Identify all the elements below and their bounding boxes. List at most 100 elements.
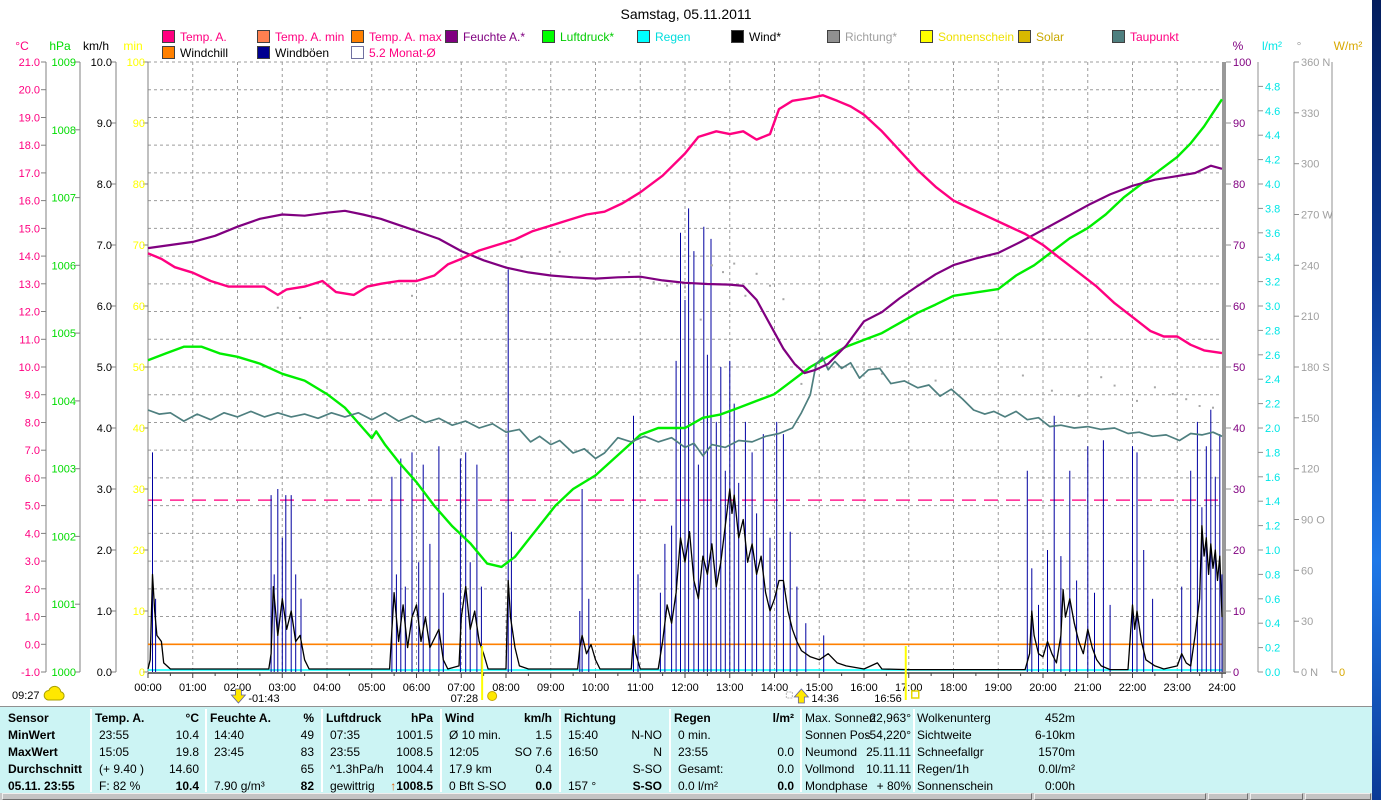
x-tick-label: 00:00 [134, 682, 162, 694]
tick-label-wind: 6.0 [97, 301, 112, 313]
series-richtung [276, 244, 1214, 409]
axis-header-hpa: hPa [49, 39, 71, 53]
x-tick-label: 16:00 [850, 682, 878, 694]
tick-label-temp: 20.0 [19, 85, 40, 97]
tick-label-wind: 0.0 [97, 667, 112, 679]
tick-label-percent: 90 [1233, 118, 1245, 130]
tick-label-minutes: 100 [127, 57, 145, 69]
x-tick-label: 03:00 [268, 682, 296, 694]
tick-label-rain: 0.6 [1265, 594, 1280, 606]
stat-label-temp: (+ 9.40 ) [99, 762, 145, 776]
tick-label-rain: 4.6 [1265, 106, 1280, 118]
legend: Temp. A. Temp. A. min Temp. A. max Feuchte … [0, 0, 1372, 62]
info-value-astro: 10.11.11 [866, 762, 911, 776]
col-unit-richtung [564, 711, 662, 726]
info-value-astro: -54,220° [865, 728, 912, 742]
taupunkt-swatch-icon [1112, 30, 1125, 43]
legend-item-luftdruck: Luftdruck* [542, 29, 615, 44]
page-title: Samstag, 05.11.2011 [620, 6, 752, 22]
plot-right-border [1222, 62, 1226, 672]
tick-label-temp: 13.0 [19, 279, 40, 291]
tick-label-temp: 18.0 [19, 140, 40, 152]
tick-label-dir: 30 [1301, 616, 1313, 628]
tick-label-rain: 3.4 [1265, 252, 1280, 264]
x-tick-label: 18:00 [940, 682, 968, 694]
x-tick-label: 20:00 [1029, 682, 1057, 694]
up-trend-arrow-icon: ↑ [390, 779, 397, 793]
col-title-regen: Regen [674, 711, 711, 725]
tick-label-hpa: 1008 [52, 125, 76, 137]
temp-a-min-swatch-icon [257, 30, 270, 43]
info-label-atmo: Regen/1h [917, 762, 970, 776]
legend-label: Regen [655, 29, 691, 44]
tick-label-temp: 3.0 [25, 556, 40, 568]
col-title-temp: Temp. A. [95, 711, 145, 725]
moon-up-arrow-icon [793, 688, 810, 704]
series-taupunkt [147, 356, 1223, 460]
stat-label-wind: 17.9 km [449, 762, 492, 776]
tick-label-hpa: 1007 [52, 193, 76, 205]
tick-label-temp: 12.0 [19, 307, 40, 319]
tick-label-rain: 4.0 [1265, 179, 1280, 191]
axis-header-rain: l/m² [1262, 39, 1282, 53]
tick-label-wind: 7.0 [97, 240, 112, 252]
legend-label: Luftdruck* [560, 29, 615, 44]
sunset-square-icon [911, 690, 920, 699]
tick-label-temp: 10.0 [19, 362, 40, 374]
stat-value-temp: 10.4 [175, 728, 199, 742]
tick-label-hpa: 1005 [52, 328, 76, 340]
col-unit-feuchte: % [303, 711, 314, 725]
tick-label-minutes: 20 [133, 545, 145, 557]
axis-header-temp: °C [15, 39, 29, 53]
row-header: MinWert [8, 728, 56, 742]
stat-value-luftdruck: 1001.5 [396, 728, 433, 742]
stat-label-richtung: 16:50 [568, 745, 599, 759]
tick-label-dir: 270 W [1301, 210, 1333, 222]
col-title-richtung: Richtung [564, 711, 616, 725]
tick-label-wind: 9.0 [97, 118, 112, 130]
series-feuchte [147, 164, 1223, 375]
tick-label-rain: 1.2 [1265, 521, 1280, 533]
column-separator [205, 709, 207, 792]
tick-label-rain: 3.8 [1265, 203, 1280, 215]
tick-label-temp: 9.0 [25, 390, 40, 402]
wind-swatch-icon [731, 30, 744, 43]
legend-item-windboen: Windböen [257, 46, 329, 60]
tick-label-dir: 240 [1301, 260, 1319, 272]
tick-label-wind: 4.0 [97, 423, 112, 435]
stat-label-feuchte: 7.90 g/m³ [214, 779, 265, 793]
stat-label-wind: 12:05 [449, 745, 480, 759]
tick-label-temp: 16.0 [19, 196, 40, 208]
tick-label-rain: 0.2 [1265, 643, 1280, 655]
tick-label-rain: 1.8 [1265, 447, 1280, 459]
stat-label-regen: 0.0 l/m² [678, 779, 719, 793]
legend-item-monat: 5.2 Monat-Ø [351, 46, 436, 60]
info-label-astro: Max. Sonnen [805, 711, 876, 725]
status-bar-segment [2, 793, 1032, 800]
tick-label-percent: 20 [1233, 545, 1245, 557]
legend-label: Temp. A. max [369, 29, 442, 44]
stat-label-luftdruck: 07:35 [330, 728, 361, 742]
tick-label-hpa: 1000 [52, 667, 76, 679]
info-value-astro: 25.11.11 [866, 745, 911, 759]
col-title-feuchte: Feuchte A. [210, 711, 271, 725]
tick-label-wind: 2.0 [97, 545, 112, 557]
stat-value-feuchte: 83 [300, 745, 314, 759]
legend-label: Wind* [749, 29, 782, 44]
stats-table: Sensor MinWert MaxWert Durchschnitt 05.11. 2… [0, 706, 1372, 794]
info-value-atmo: 6-10km [1034, 728, 1075, 742]
col-unit-luftdruck: hPa [410, 711, 433, 725]
stat-label-temp: 15:05 [99, 745, 130, 759]
legend-item-richtung: Richtung* [827, 30, 897, 44]
stat-label-luftdruck: 23:55 [330, 745, 361, 759]
info-value-atmo: 0:00h [1044, 779, 1075, 793]
legend-label: Temp. A. [180, 29, 227, 44]
tick-label-wind: 10.0 [91, 57, 112, 69]
solar-swatch-icon [1018, 30, 1031, 43]
stat-value-temp: 10.4 [175, 779, 199, 793]
stat-value-wind: 1.5 [535, 728, 552, 742]
tick-label-rain: 3.2 [1265, 277, 1280, 289]
corner-marker: 09:27 [12, 685, 65, 702]
tick-label-percent: 10 [1233, 606, 1245, 618]
moon-down-arrow-icon [230, 688, 247, 704]
